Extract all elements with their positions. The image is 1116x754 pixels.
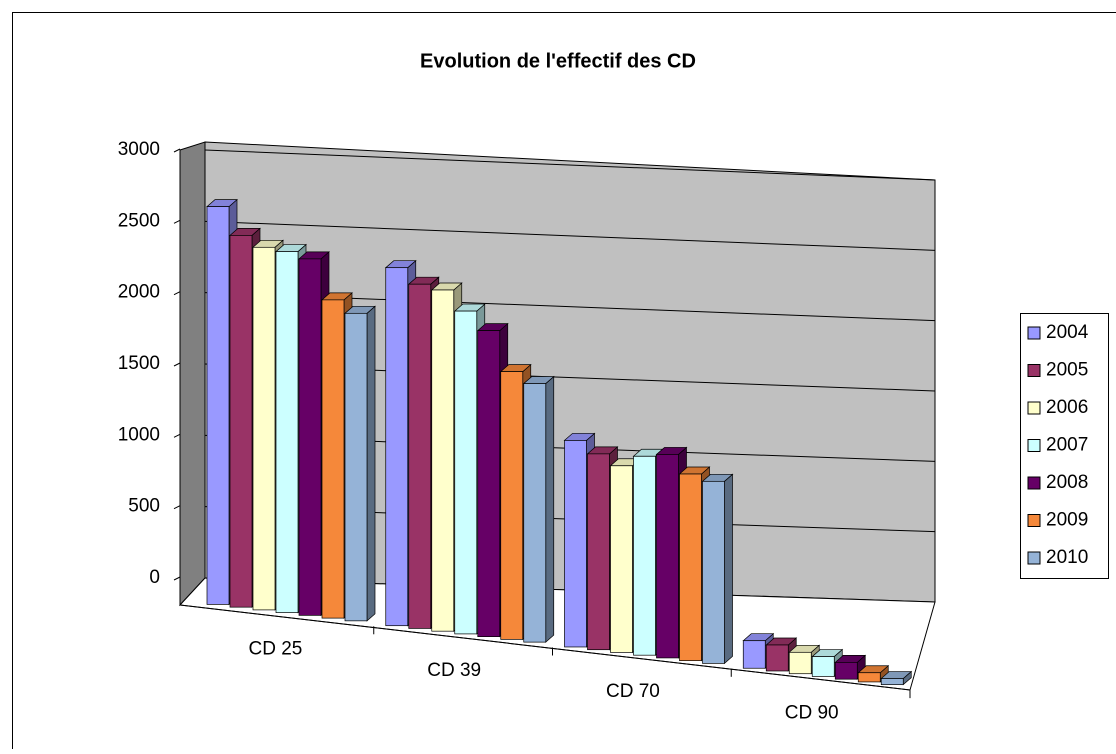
bar-side <box>725 474 733 663</box>
bar <box>565 440 587 647</box>
bar <box>230 235 252 607</box>
bar <box>345 313 367 621</box>
x-tick-label: CD 70 <box>606 681 660 702</box>
x-tick-label: CD 39 <box>427 660 481 681</box>
legend-label: 2010 <box>1046 547 1088 568</box>
bar-side <box>546 377 554 643</box>
bar <box>743 641 765 669</box>
legend-label: 2007 <box>1046 435 1088 456</box>
bar <box>299 259 321 615</box>
y-tick-label: 500 <box>128 496 160 517</box>
x-tick-label: CD 90 <box>785 702 839 723</box>
bar <box>789 652 811 673</box>
bar <box>680 474 702 661</box>
legend-swatch <box>1028 402 1040 414</box>
legend-label: 2008 <box>1046 472 1088 493</box>
bar <box>703 481 725 663</box>
legend-swatch <box>1028 515 1040 527</box>
legend-swatch <box>1028 440 1040 452</box>
y-tick-label: 2500 <box>118 210 160 231</box>
legend-swatch <box>1028 327 1040 339</box>
bar <box>657 454 679 657</box>
bar <box>478 331 500 637</box>
y-tick-label: 3000 <box>118 139 160 160</box>
bar <box>858 673 880 682</box>
y-tick-label: 1000 <box>118 424 160 445</box>
legend-swatch <box>1028 365 1040 377</box>
bar <box>253 247 275 610</box>
bar <box>835 662 857 679</box>
bar <box>588 454 610 650</box>
legend-label: 2005 <box>1046 360 1088 381</box>
bar <box>766 645 788 671</box>
bar <box>501 372 523 640</box>
bar <box>634 456 656 655</box>
y-tick-label: 2000 <box>118 282 160 303</box>
bar <box>386 268 408 626</box>
bar <box>432 290 454 631</box>
bar <box>524 384 546 643</box>
y-tick-label: 1500 <box>118 353 160 374</box>
x-tick-label: CD 25 <box>249 639 303 660</box>
bar <box>207 207 229 605</box>
bar <box>409 284 431 628</box>
legend-label: 2009 <box>1046 510 1088 531</box>
bar <box>276 252 298 613</box>
legend-swatch <box>1028 552 1040 564</box>
bar <box>322 300 344 618</box>
legend-label: 2004 <box>1046 322 1089 343</box>
y-tick-label: 0 <box>149 567 160 588</box>
bar-side <box>367 306 375 621</box>
side-wall <box>180 142 205 605</box>
legend-swatch <box>1028 477 1040 489</box>
bar <box>812 657 834 677</box>
bar <box>611 466 633 653</box>
bar <box>455 311 477 634</box>
legend-label: 2006 <box>1046 397 1088 418</box>
bar <box>881 679 903 685</box>
chart-title: Evolution de l'effectif des CD <box>420 50 696 72</box>
